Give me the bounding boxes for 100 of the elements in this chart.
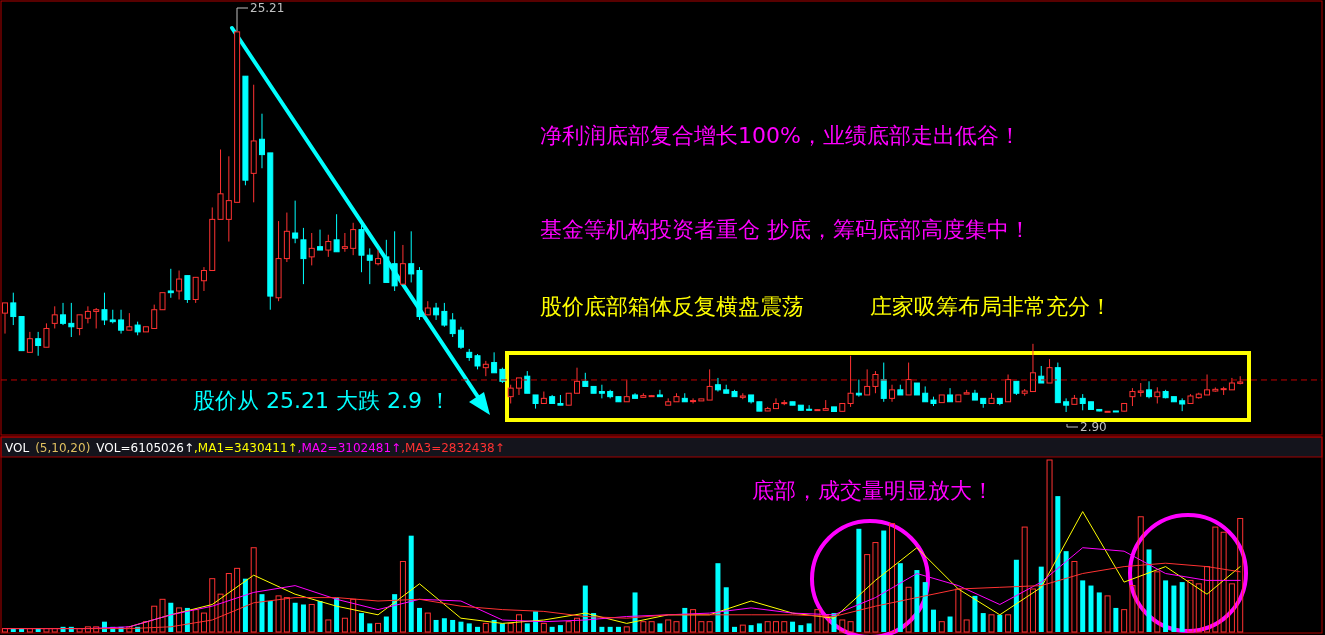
bar — [1088, 585, 1094, 632]
candlestick — [68, 302, 75, 338]
bar — [648, 621, 655, 633]
bar — [1179, 582, 1185, 632]
bar — [1154, 571, 1161, 633]
bar — [450, 619, 456, 632]
bar — [317, 601, 323, 632]
bar — [1228, 583, 1235, 633]
annotation: 净利润底部复合增长100%，业绩底部走出低谷！ — [540, 123, 1021, 148]
bar — [540, 622, 547, 633]
text: VOL=6105026↑ — [96, 441, 194, 455]
annotation: 基金等机构投资者重仓 抄底，筹码底部高度集中！ — [540, 217, 1031, 242]
candlestick — [399, 244, 406, 285]
bar — [441, 618, 447, 632]
bar — [790, 621, 796, 632]
candlestick — [200, 266, 207, 292]
candlestick — [10, 292, 17, 326]
candlestick — [366, 247, 373, 285]
bar — [242, 578, 248, 632]
bar — [1096, 592, 1102, 632]
bar — [424, 612, 431, 633]
bar — [1121, 609, 1128, 633]
candlestick — [2, 302, 8, 335]
bar — [292, 602, 298, 632]
bar — [1113, 607, 1119, 632]
bar — [657, 623, 663, 632]
candlestick — [457, 326, 464, 350]
bar — [565, 621, 572, 633]
bar — [358, 613, 364, 632]
bar — [914, 570, 920, 632]
text: ,MA1=3430411↑ — [194, 441, 298, 455]
candlestick — [864, 368, 871, 396]
candlestick — [292, 200, 299, 244]
bar — [1187, 579, 1194, 633]
bar — [300, 604, 306, 632]
candlestick — [35, 331, 42, 357]
candlestick — [375, 249, 382, 266]
bar — [607, 626, 613, 632]
text: ,MA2=3102481↑ — [297, 441, 402, 455]
bar — [1129, 585, 1136, 633]
bar — [549, 626, 555, 632]
bar — [1063, 551, 1069, 632]
bar — [433, 619, 439, 632]
candlestick — [192, 276, 199, 304]
bar — [938, 621, 945, 633]
candlestick — [93, 307, 100, 329]
candlestick — [341, 232, 348, 253]
bar — [341, 617, 348, 633]
bar — [334, 597, 340, 632]
text: (5,10,20) — [35, 441, 91, 455]
bar — [839, 619, 846, 633]
bar — [308, 603, 315, 633]
candlestick — [391, 230, 398, 292]
bar — [325, 619, 332, 633]
candlestick — [167, 268, 174, 299]
bar — [599, 626, 605, 632]
bar — [259, 594, 265, 632]
candlestick — [1063, 397, 1070, 413]
candlestick — [176, 270, 183, 300]
bar — [524, 623, 530, 632]
bar — [715, 563, 721, 632]
bar — [1163, 580, 1169, 632]
bar — [980, 613, 986, 632]
bar — [482, 622, 489, 633]
bar — [997, 614, 1003, 632]
candlestick — [714, 377, 721, 393]
bar — [417, 607, 422, 632]
bar — [632, 592, 638, 632]
bar — [756, 623, 762, 632]
candlestick — [524, 370, 531, 394]
bar — [1171, 585, 1177, 632]
bar — [972, 595, 978, 632]
bar — [988, 614, 995, 633]
bar — [772, 621, 779, 633]
bar — [557, 625, 563, 632]
bar — [723, 587, 729, 632]
bar — [698, 621, 705, 633]
bar — [458, 621, 464, 632]
bar — [1080, 580, 1086, 632]
bar — [168, 602, 174, 632]
candlestick — [855, 379, 862, 398]
candlestick — [623, 379, 630, 403]
candlestick — [491, 351, 498, 374]
candlestick — [1029, 343, 1036, 393]
bar — [1038, 566, 1044, 632]
bar — [1005, 614, 1012, 633]
text: VOL — [5, 441, 30, 455]
bar — [1146, 549, 1152, 632]
candlestick — [433, 302, 440, 321]
bar — [408, 535, 414, 632]
candlestick — [184, 275, 191, 304]
bar — [806, 623, 812, 632]
annotation: 股价底部箱体反复横盘震荡 — [540, 294, 804, 319]
bar — [507, 622, 514, 633]
candlestick — [806, 404, 813, 411]
candlestick — [84, 305, 91, 324]
bar — [764, 621, 771, 633]
bar — [706, 621, 713, 633]
bar — [897, 563, 903, 632]
text: 2.90 — [1080, 420, 1107, 434]
